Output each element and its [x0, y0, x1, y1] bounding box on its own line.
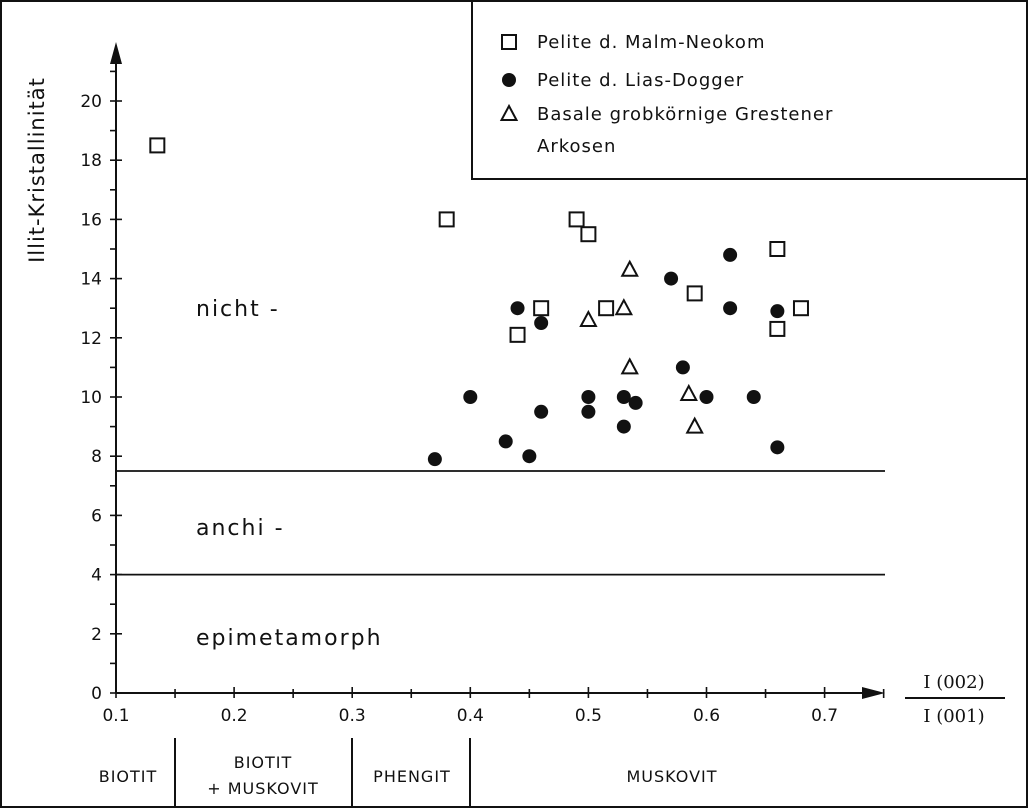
y-tick-label: 2: [91, 625, 102, 645]
series-circle: [427, 247, 785, 467]
point-circle: [427, 452, 442, 467]
mineral-zones: BIOTIT BIOTIT + MUSKOVIT PHENGIT MUSKOVIT: [99, 738, 717, 806]
point-square: [533, 300, 550, 317]
point-square: [149, 137, 166, 154]
point-circle: [522, 449, 537, 464]
legend-label: Basale grobkörnige Grestener: [537, 104, 833, 125]
x-tick-label: 0.2: [221, 706, 248, 726]
point-circle: [510, 301, 525, 316]
mineral-zone-label: BIOTIT: [99, 767, 158, 786]
point-square: [769, 241, 786, 257]
series-triangle: [579, 259, 704, 434]
point-circle: [616, 390, 631, 404]
legend: Pelite d. Malm-Neokom Pelite d. Lias-Dogg…: [471, 1, 1027, 180]
point-square: [568, 211, 585, 228]
mineral-zone: BIOTIT + MUSKOVIT: [207, 753, 319, 798]
point-square: [686, 285, 703, 302]
point-square: [438, 211, 455, 228]
series-square: [149, 137, 809, 343]
zone-label: anchi -: [196, 516, 285, 541]
zone-label: nicht -: [196, 297, 280, 322]
point-circle: [463, 390, 478, 404]
point-square: [580, 226, 597, 243]
mineral-zone: MUSKOVIT: [626, 767, 717, 786]
zone-label: epimetamorph: [196, 626, 383, 651]
y-tick-label: 0: [91, 684, 102, 704]
legend-label: Pelite d. Lias-Dogger: [537, 70, 744, 91]
point-circle: [723, 301, 738, 316]
x-tick-label: 0.3: [339, 706, 366, 726]
legend-item: Pelite d. Malm-Neokom: [501, 32, 765, 53]
point-square: [509, 326, 526, 343]
mineral-zone-label: MUSKOVIT: [626, 767, 717, 786]
mineral-zone: BIOTIT: [99, 767, 158, 786]
legend-item: Pelite d. Lias-Dogger: [502, 70, 744, 91]
point-circle: [616, 419, 631, 434]
point-triangle: [685, 416, 704, 434]
point-square: [501, 34, 517, 50]
y-axis-arrow: [110, 42, 122, 64]
legend-item: Basale grobkörnige Grestener Arkosen: [499, 103, 833, 157]
point-square: [598, 300, 615, 317]
y-tick-label: 6: [91, 506, 102, 526]
y-tick-label: 4: [91, 566, 102, 586]
point-triangle: [614, 298, 634, 316]
legend-frame: [471, 1, 1027, 180]
x-axis-title: I (002) I (001): [905, 672, 1005, 727]
point-square: [792, 300, 809, 317]
point-circle: [770, 304, 785, 319]
point-circle: [628, 395, 643, 410]
point-circle: [534, 316, 549, 330]
x-axis-title-denominator: I (001): [923, 706, 984, 727]
point-square: [769, 320, 786, 337]
point-circle: [770, 440, 785, 455]
point-circle: [723, 247, 738, 262]
x-tick-label: 0.6: [693, 706, 720, 726]
y-tick-label: 8: [91, 447, 102, 467]
y-tick-label: 14: [80, 270, 102, 290]
legend-label: Pelite d. Malm-Neokom: [537, 32, 765, 53]
point-circle: [675, 360, 690, 375]
y-tick-label: 18: [80, 151, 102, 171]
point-circle: [746, 390, 761, 404]
mineral-zone: PHENGIT: [373, 767, 451, 786]
y-tick-label: 16: [80, 210, 102, 230]
mineral-zone-label: BIOTIT: [234, 753, 293, 772]
mineral-zone-label: PHENGIT: [373, 767, 451, 786]
point-circle: [664, 271, 679, 286]
y-axis-title: Illit-Kristallinität: [25, 77, 49, 263]
y-tick-label: 12: [80, 329, 102, 349]
point-circle: [498, 434, 513, 449]
point-triangle: [620, 259, 639, 277]
x-tick-label: 0.7: [811, 706, 838, 726]
legend-label: Arkosen: [537, 136, 616, 157]
data-points: [149, 137, 809, 467]
x-tick-label: 0.1: [102, 706, 129, 726]
mineral-zone-label: + MUSKOVIT: [207, 779, 319, 798]
point-circle: [699, 390, 714, 404]
point-circle: [534, 404, 549, 419]
x-axis-arrow: [862, 687, 885, 699]
y-tick-label: 20: [80, 92, 102, 112]
x-axis-title-numerator: I (002): [923, 672, 984, 693]
y-tick-label: 10: [80, 388, 102, 408]
point-circle: [581, 390, 596, 404]
point-triangle: [499, 103, 519, 121]
point-triangle: [679, 383, 698, 402]
x-tick-label: 0.5: [575, 706, 602, 726]
point-triangle: [620, 357, 639, 375]
zones: nicht - anchi - epimetamorph: [116, 297, 885, 651]
point-triangle: [579, 309, 598, 328]
x-tick-label: 0.4: [457, 706, 484, 726]
point-circle: [502, 73, 516, 87]
point-circle: [581, 404, 596, 419]
